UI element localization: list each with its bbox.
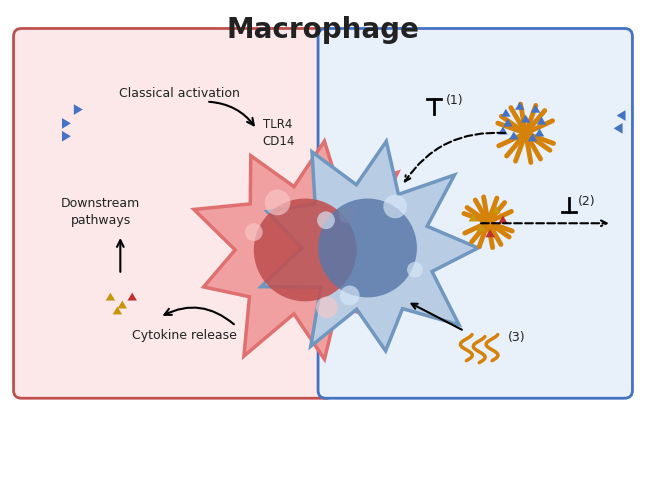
Circle shape	[318, 198, 417, 297]
Text: (1): (1)	[446, 94, 463, 107]
FancyBboxPatch shape	[14, 28, 334, 398]
Polygon shape	[617, 110, 625, 121]
Polygon shape	[509, 131, 519, 140]
Polygon shape	[498, 216, 508, 223]
Text: Classical activation: Classical activation	[120, 87, 240, 100]
Polygon shape	[485, 229, 495, 237]
Circle shape	[245, 223, 263, 241]
Polygon shape	[528, 133, 537, 142]
Circle shape	[317, 211, 335, 229]
FancyArrowPatch shape	[117, 240, 123, 272]
Polygon shape	[535, 128, 545, 136]
Circle shape	[254, 198, 357, 301]
Polygon shape	[62, 131, 71, 142]
Polygon shape	[62, 118, 71, 129]
Polygon shape	[127, 293, 137, 300]
Circle shape	[339, 207, 355, 223]
Text: (2): (2)	[578, 196, 596, 208]
FancyBboxPatch shape	[318, 28, 632, 398]
Text: (3): (3)	[508, 331, 525, 344]
Text: Cytokine release: Cytokine release	[132, 329, 237, 343]
Circle shape	[265, 190, 290, 215]
Circle shape	[316, 296, 338, 318]
Circle shape	[383, 195, 407, 219]
Circle shape	[340, 286, 360, 305]
Text: Macrophage: Macrophage	[227, 17, 419, 45]
Polygon shape	[112, 306, 122, 315]
Polygon shape	[501, 109, 510, 117]
Polygon shape	[498, 126, 508, 134]
Text: TLR4
CD14: TLR4 CD14	[263, 118, 295, 148]
Circle shape	[407, 262, 423, 278]
FancyArrowPatch shape	[209, 102, 254, 125]
Polygon shape	[614, 123, 623, 134]
Polygon shape	[503, 119, 513, 126]
Polygon shape	[491, 206, 501, 214]
Text: Downstream
pathways: Downstream pathways	[61, 197, 140, 227]
Polygon shape	[468, 214, 478, 221]
FancyArrowPatch shape	[165, 308, 234, 324]
Polygon shape	[194, 141, 420, 359]
Polygon shape	[74, 104, 83, 115]
Polygon shape	[261, 141, 478, 351]
Polygon shape	[118, 300, 127, 309]
Polygon shape	[531, 105, 540, 113]
Polygon shape	[521, 115, 530, 122]
Polygon shape	[106, 293, 115, 300]
Polygon shape	[477, 223, 486, 231]
Polygon shape	[537, 117, 547, 124]
Polygon shape	[515, 102, 525, 110]
